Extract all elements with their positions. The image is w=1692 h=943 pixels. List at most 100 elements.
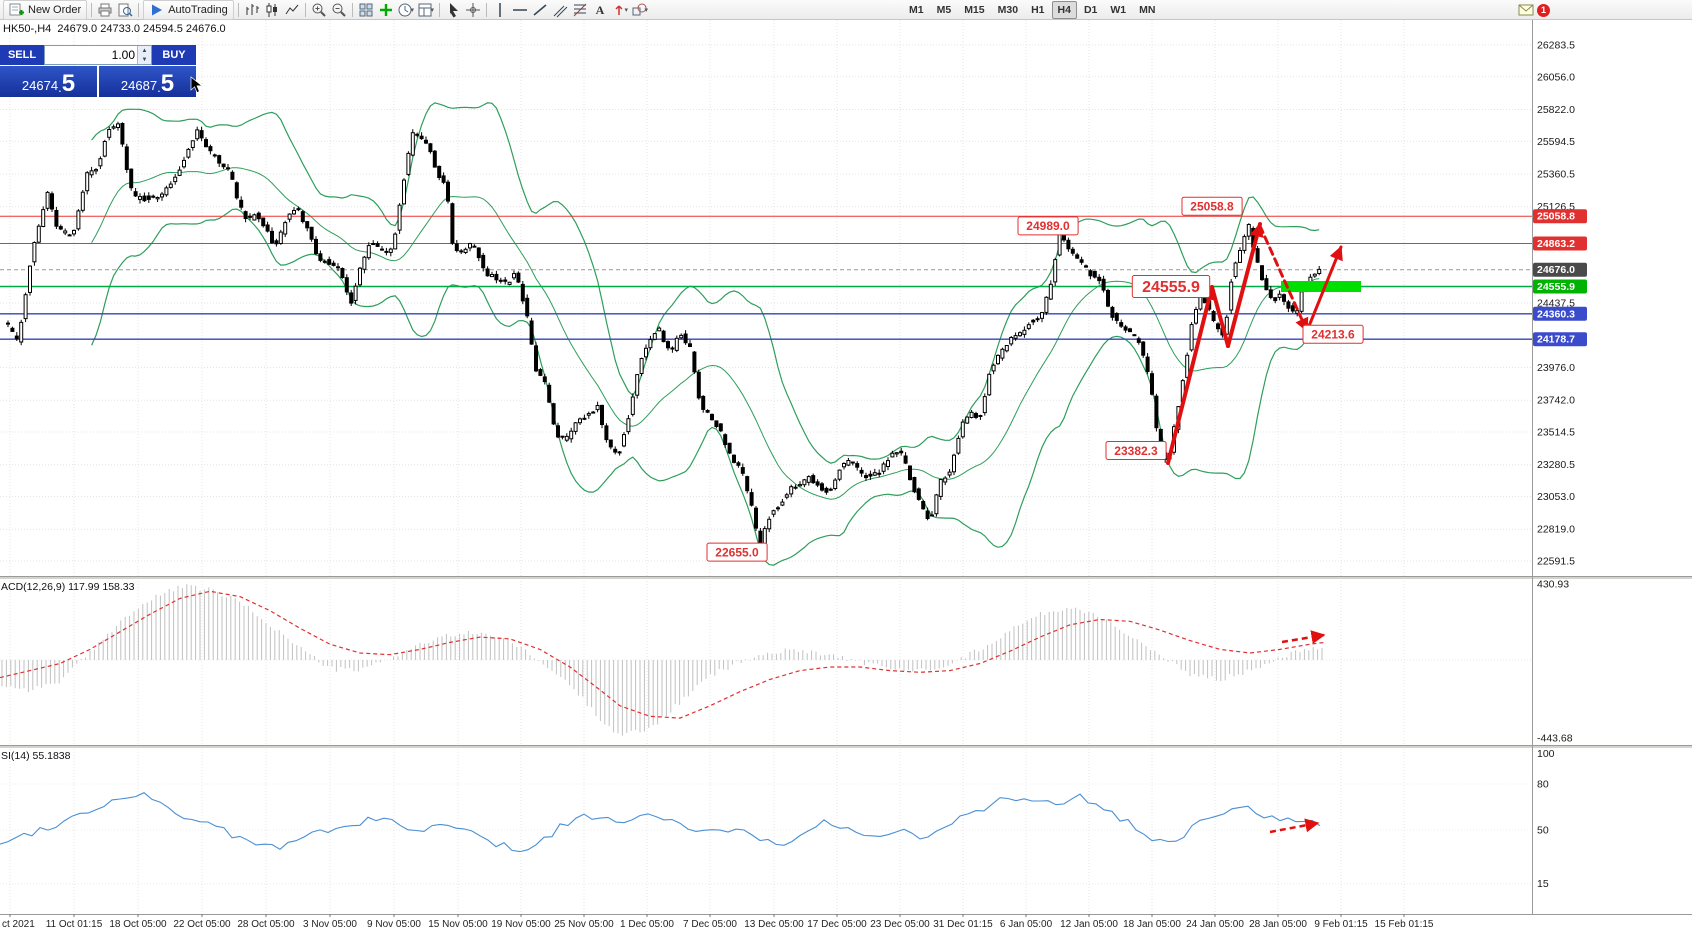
vertical-line-icon: [492, 2, 508, 18]
main-toolbar: New Order AutoTrading ▾ ▾ A ▾ ▾: [0, 0, 1692, 20]
notification-area: 1: [1516, 1, 1550, 19]
price-callout[interactable]: 23382.3: [1105, 441, 1167, 460]
shapes-icon: [631, 2, 647, 18]
arrows-tool-button[interactable]: ▾: [610, 1, 630, 19]
sell-price-dot: .: [58, 80, 62, 95]
vertical-line-tool-button[interactable]: [490, 1, 510, 19]
price-badge: 24676.0: [1533, 262, 1587, 277]
printer-icon: [97, 2, 113, 18]
zoom-out-icon: [331, 2, 347, 18]
toolbar-separator: [438, 2, 440, 17]
volume-down-button[interactable]: ▼: [138, 55, 151, 64]
volume-input[interactable]: [45, 46, 137, 64]
shapes-tool-button[interactable]: ▾: [630, 1, 650, 19]
macd-arrow: [1281, 630, 1326, 644]
timeframe-button-h1[interactable]: H1: [1031, 4, 1045, 16]
zoom-out-button[interactable]: [329, 1, 349, 19]
green-highlight-zone[interactable]: [1281, 281, 1361, 292]
price-axis[interactable]: 26283.526056.025822.025594.525360.525126…: [1537, 40, 1575, 568]
timeframe-button-w1[interactable]: W1: [1110, 4, 1127, 16]
sell-tab[interactable]: SELL: [0, 45, 44, 65]
toolbar-buttons-group: New Order AutoTrading ▾ ▾ A ▾ ▾: [2, 0, 650, 20]
svg-text:24360.3: 24360.3: [1537, 308, 1575, 320]
price-callout[interactable]: 24555.9: [1131, 275, 1211, 298]
notification-badge[interactable]: 1: [1537, 3, 1550, 17]
zoom-in-button[interactable]: [309, 1, 329, 19]
buy-tab[interactable]: BUY: [152, 45, 196, 65]
horizontal-line-tool-button[interactable]: [510, 1, 530, 19]
timeframe-button-m5[interactable]: M5: [936, 4, 952, 16]
print-button[interactable]: [95, 1, 115, 19]
sell-price-button[interactable]: 24674. 5: [0, 66, 97, 97]
macd-axis-tick: 430.93: [1537, 579, 1569, 591]
svg-text:17 Dec 05:00: 17 Dec 05:00: [807, 919, 867, 930]
svg-text:25058.8: 25058.8: [1190, 200, 1234, 214]
arrows-icon: [611, 2, 627, 18]
svg-text:25822.0: 25822.0: [1537, 104, 1575, 116]
svg-text:23742.0: 23742.0: [1537, 395, 1575, 407]
template-dropdown-button[interactable]: ▾: [416, 1, 436, 19]
rsi-indicator-label: SI(14) 55.1838: [1, 750, 71, 762]
channel-tool-button[interactable]: [550, 1, 570, 19]
tile-windows-button[interactable]: [356, 1, 376, 19]
svg-text:25 Nov 05:00: 25 Nov 05:00: [554, 919, 614, 930]
level-lines[interactable]: [0, 215, 1532, 340]
macd-signal-line: [0, 590, 1326, 719]
timeframe-button-h4[interactable]: H4: [1051, 1, 1077, 19]
bollinger-bands[interactable]: [91, 102, 1320, 566]
print-preview-button[interactable]: [115, 1, 135, 19]
mail-icon[interactable]: [1516, 1, 1536, 19]
horizontal-line-icon: [512, 2, 528, 18]
time-axis[interactable]: ct 2021 11 Oct 01:15 18 Oct 05:00 22 Oct 05…: [2, 914, 1434, 930]
timeframe-button-mn[interactable]: MN: [1139, 4, 1156, 16]
svg-text:7 Dec 05:00: 7 Dec 05:00: [683, 919, 737, 930]
svg-text:23514.5: 23514.5: [1537, 427, 1575, 439]
bar-chart-button[interactable]: [242, 1, 262, 19]
svg-text:24 Jan 05:00: 24 Jan 05:00: [1186, 919, 1244, 930]
trend-arrows[interactable]: [1166, 222, 1343, 465]
price-badge: 24360.3: [1533, 306, 1587, 321]
trendline-tool-button[interactable]: [530, 1, 550, 19]
price-badge: 24555.9: [1533, 279, 1587, 294]
crosshair-tool-button[interactable]: [463, 1, 483, 19]
svg-text:13 Dec 05:00: 13 Dec 05:00: [744, 919, 804, 930]
period-dropdown-button[interactable]: ▾: [396, 1, 416, 19]
price-callout[interactable]: 24213.6: [1302, 324, 1364, 344]
price-callout[interactable]: 24989.0: [1017, 216, 1079, 236]
svg-text:18 Jan 05:00: 18 Jan 05:00: [1123, 919, 1181, 930]
timeframe-button-d1[interactable]: D1: [1083, 4, 1098, 16]
fibonacci-tool-button[interactable]: [570, 1, 590, 19]
autotrading-play-icon: [149, 2, 165, 18]
price-callout[interactable]: 22655.0: [706, 542, 768, 562]
svg-text:24863.2: 24863.2: [1537, 238, 1575, 250]
channel-icon: [552, 2, 568, 18]
volume-spinner: ▲ ▼: [137, 46, 151, 64]
candles: [6, 121, 1322, 547]
new-order-button[interactable]: New Order: [3, 0, 88, 20]
text-tool-button[interactable]: A: [590, 1, 610, 19]
line-chart-button[interactable]: [282, 1, 302, 19]
svg-text:24178.7: 24178.7: [1537, 334, 1575, 346]
autotrading-button[interactable]: AutoTrading: [143, 0, 234, 20]
svg-text:15 Feb 01:15: 15 Feb 01:15: [1375, 919, 1434, 930]
price-badge: 24178.7: [1533, 332, 1587, 347]
timeframe-button-m15[interactable]: M15: [964, 4, 985, 16]
buy-price-button[interactable]: 24687. 5: [99, 66, 196, 97]
cursor-tool-button[interactable]: [443, 1, 463, 19]
timeframe-button-m1[interactable]: M1: [909, 4, 924, 16]
rsi-axis-tick: 80: [1537, 779, 1549, 791]
price-callout[interactable]: 25058.8: [1181, 196, 1243, 216]
volume-up-button[interactable]: ▲: [138, 46, 151, 55]
candlestick-chart-icon: [264, 2, 280, 18]
svg-text:22655.0: 22655.0: [715, 545, 759, 559]
panel-separators[interactable]: [0, 20, 1692, 915]
svg-text:18 Oct 05:00: 18 Oct 05:00: [109, 919, 167, 930]
svg-text:28 Jan 05:00: 28 Jan 05:00: [1249, 919, 1307, 930]
crosshair-icon: [465, 2, 481, 18]
svg-text:9 Feb 01:15: 9 Feb 01:15: [1314, 919, 1368, 930]
timeframe-button-m30[interactable]: M30: [997, 4, 1019, 16]
svg-text:15 Nov 05:00: 15 Nov 05:00: [428, 919, 488, 930]
candlestick-chart-button[interactable]: [262, 1, 282, 19]
add-indicator-button[interactable]: [376, 1, 396, 19]
